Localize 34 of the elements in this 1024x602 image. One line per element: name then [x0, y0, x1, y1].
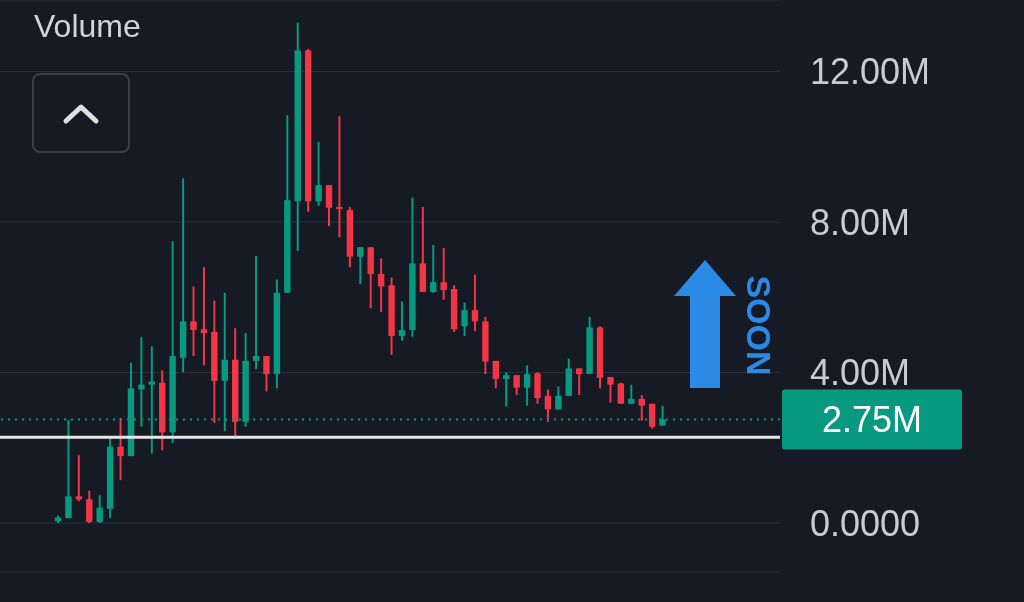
y-tick-label: 8.00M: [810, 201, 911, 243]
candlestick: [252, 254, 260, 371]
candlestick: [190, 285, 197, 357]
candlestick: [607, 376, 614, 404]
candlestick: [638, 394, 645, 422]
chart-title: Volume: [34, 8, 141, 45]
candlestick: [440, 246, 447, 301]
y-tick-label: 0.0000: [810, 502, 921, 544]
candlestick: [315, 140, 322, 207]
candlestick: [200, 266, 208, 367]
candlestick: [117, 417, 124, 482]
y-tick-label: 4.00M: [810, 352, 911, 394]
candlestick: [575, 367, 583, 397]
candlestick: [325, 184, 333, 228]
candlestick: [430, 243, 437, 294]
candlestick: [377, 257, 385, 313]
candlestick: [398, 300, 406, 342]
candlestick: [96, 494, 103, 525]
candlestick: [263, 354, 270, 393]
ref-line-label: 2.75M: [821, 398, 923, 440]
candlestick: [503, 371, 510, 408]
candlestick: [75, 454, 83, 503]
candlestick: [461, 301, 468, 338]
candlestick: [628, 383, 635, 405]
candlestick: [492, 359, 499, 390]
candlestick: [523, 364, 531, 407]
y-tick-label: 12.00M: [810, 51, 931, 93]
candlestick: [471, 273, 479, 333]
candlestick: [513, 374, 520, 397]
candlestick: [336, 115, 343, 239]
candlestick: [544, 388, 552, 423]
candlestick: [86, 489, 93, 525]
text: SOON: [738, 274, 778, 376]
candlestick: [357, 246, 364, 286]
